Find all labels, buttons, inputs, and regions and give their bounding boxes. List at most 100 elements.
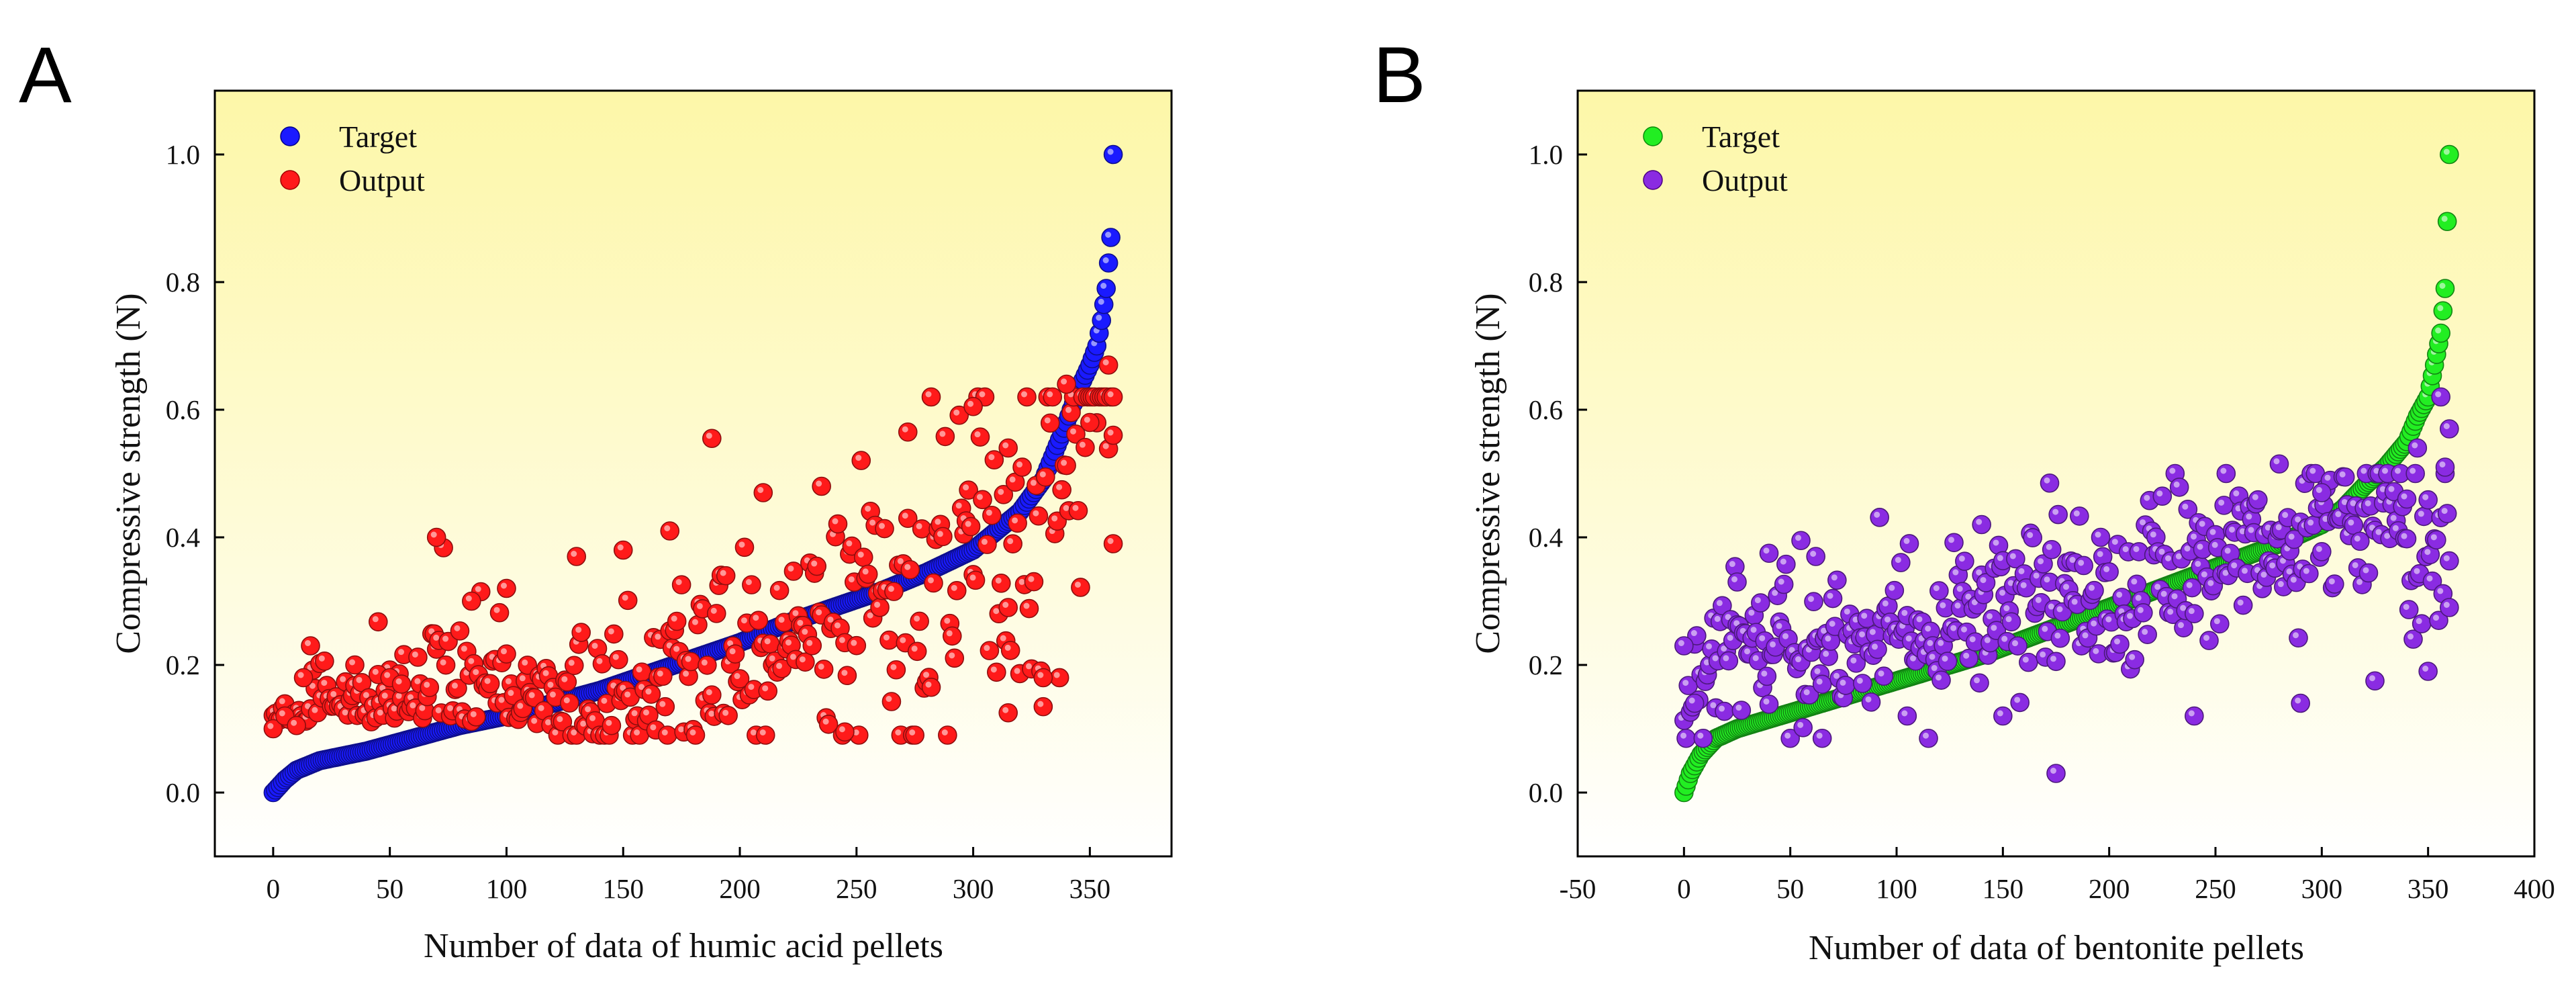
output-point-a-highlight [377,709,383,716]
output-point-a [963,396,983,416]
output-point-b [1959,648,1978,668]
output-point-a-highlight [816,609,822,616]
output-point-b [1993,706,2013,726]
output-point-a-highlight [1065,406,1072,413]
output-point-a [977,535,997,554]
output-point-a-highlight [785,639,792,646]
output-point-b-highlight [2224,547,2231,554]
output-point-a-highlight [799,656,806,663]
output-point-b-highlight [1931,665,1938,672]
output-point-a-highlight [372,616,379,623]
output-point-b-highlight [2158,548,2165,555]
output-point-b-highlight [2335,510,2342,517]
output-point-a-highlight [811,560,818,567]
output-point-a-highlight [1014,668,1020,674]
output-point-a-highlight [909,729,916,735]
output-point-a-highlight [517,703,524,709]
output-point-a-highlight [745,579,752,586]
output-point-b-highlight [1840,679,1846,686]
output-point-a-highlight [1107,429,1114,436]
output-point-b-highlight [1808,596,1814,602]
y-tick-label-b: 0.6 [1529,394,1563,425]
output-point-a-highlight [305,640,311,646]
output-point-b-highlight [2082,632,2089,639]
output-point-b [1674,636,1694,656]
output-point-b-highlight [1803,689,1810,696]
output-point-b [1972,514,1991,535]
output-point-b-highlight [2186,582,2193,588]
output-point-b-highlight [2033,572,2040,579]
output-point-a-highlight [764,638,771,645]
output-point-a-highlight [395,692,402,699]
output-point-a-highlight [473,669,479,676]
output-point-b-highlight [2218,499,2225,506]
output-point-a-highlight [395,678,402,684]
output-point-b-highlight [1763,698,1770,705]
output-point-b-highlight [2195,560,2201,567]
output-point-b-highlight [2277,581,2284,588]
output-point-a-highlight [886,696,892,703]
output-point-b-highlight [2044,576,2050,583]
output-point-a [807,556,827,576]
output-point-a-highlight [706,689,712,696]
output-point-b-highlight [2220,467,2227,474]
output-point-a-highlight [1107,538,1114,544]
output-point-b-highlight [2341,498,2348,505]
output-point-a [681,652,701,672]
output-point-b-highlight [1991,625,1997,631]
output-point-a-highlight [969,574,976,581]
output-point-a-highlight [949,652,955,659]
output-point-a-highlight [384,672,391,678]
output-point-a [641,684,661,704]
output-point-a-highlight [883,634,890,641]
output-point-b-highlight [2324,474,2331,481]
output-point-a-highlight [935,519,941,525]
output-point-a-highlight [678,726,685,733]
output-point-a-highlight [589,715,596,721]
output-point-a-highlight [414,678,421,684]
output-point-b-highlight [2384,533,2391,539]
output-point-a [753,483,773,502]
output-point-b [1751,593,1770,613]
output-point-b-highlight [1993,539,1999,546]
output-point-b-highlight [2027,532,2034,539]
legend-label-target-b: Target [1702,120,1780,154]
output-point-a-highlight [939,431,946,437]
output-point-a-highlight [839,637,845,643]
output-point-b-highlight [1761,670,1768,677]
output-point-a [758,681,778,701]
output-point-b [1861,692,1881,712]
output-point-b-highlight [2237,599,2244,606]
output-point-b-highlight [2273,458,2280,465]
output-point-a-highlight [1037,672,1044,678]
output-point-b [1759,543,1779,564]
output-point-b-highlight [2188,710,2195,717]
output-point-a-highlight [624,691,631,698]
x-axis-title-a: Number of data of humic acid pellets [424,927,943,965]
output-point-a [420,678,440,697]
output-point-b [2407,438,2428,458]
output-point-a [965,570,986,590]
output-point-a-highlight [1002,707,1009,713]
output-point-a [837,666,857,686]
output-point-b [2010,692,2030,713]
output-point-b-highlight [2142,629,2148,635]
output-point-b [2110,634,2130,654]
output-point-a-highlight [708,711,715,717]
output-point-b-highlight [1752,655,1759,662]
output-point-b-highlight [2356,578,2363,585]
output-point-a-highlight [1102,359,1109,365]
output-point-a-highlight [776,662,783,669]
output-point-a-highlight [279,698,285,705]
output-point-b-highlight [1895,557,1901,564]
output-point-b-highlight [1729,561,1735,568]
output-point-a [898,422,918,442]
output-point-a [970,427,990,447]
output-point-a [450,621,470,641]
output-point-b-highlight [2309,467,2316,474]
target-point-b [2435,279,2455,298]
output-point-a-highlight [442,635,449,642]
output-point-b [2405,463,2425,484]
output-point-a-highlight [340,676,346,682]
panel-a: A 0 50 100 150 200 250 300 350 0.0 0.2 0.4 0.6 0.8 1.… [19,31,1173,965]
